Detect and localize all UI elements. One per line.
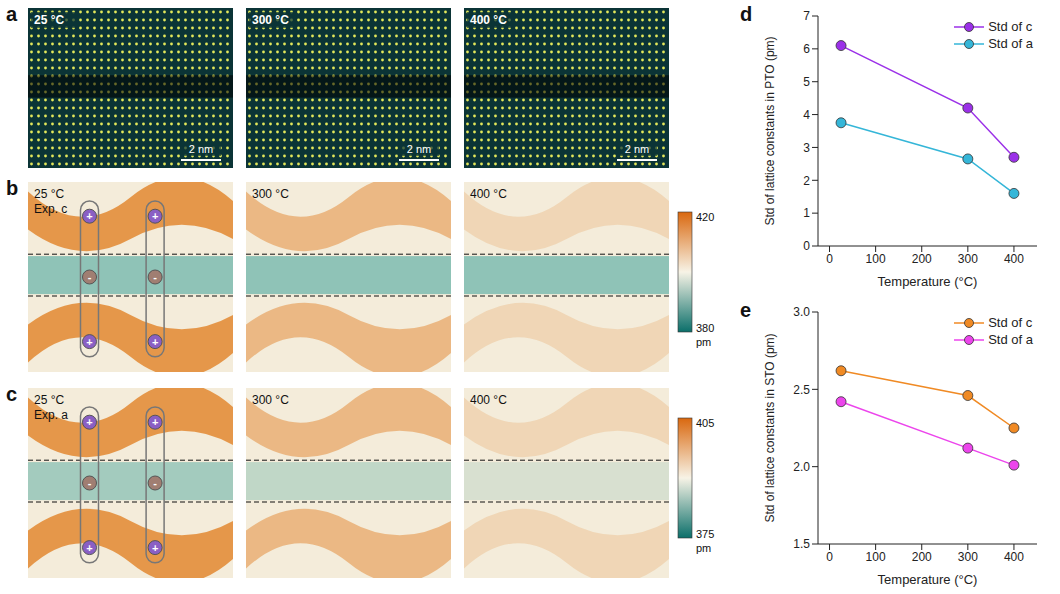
svg-text:25 °C: 25 °C bbox=[34, 393, 64, 407]
svg-text:-: - bbox=[153, 477, 157, 489]
svg-text:-: - bbox=[153, 271, 157, 283]
svg-text:+: + bbox=[152, 210, 158, 222]
html-text:e: e bbox=[740, 299, 752, 321]
svg-text:+: + bbox=[152, 542, 158, 554]
svg-text:-: - bbox=[88, 271, 92, 283]
svg-text:7: 7 bbox=[803, 9, 810, 23]
svg-text:4: 4 bbox=[803, 108, 810, 122]
svg-text:-: - bbox=[88, 477, 92, 489]
svg-text:Exp. a: Exp. a bbox=[34, 408, 68, 422]
svg-text:2: 2 bbox=[803, 174, 810, 188]
svg-text:3: 3 bbox=[803, 141, 810, 155]
svg-text:300 °C: 300 °C bbox=[252, 13, 289, 27]
svg-text:380: 380 bbox=[696, 322, 714, 334]
html-text:Std of a: Std of a bbox=[988, 332, 1033, 347]
svg-text:+: + bbox=[152, 416, 158, 428]
svg-text:2.0: 2.0 bbox=[793, 460, 810, 474]
svg-text:Exp. c: Exp. c bbox=[34, 202, 67, 216]
html-text:d: d bbox=[740, 3, 753, 25]
svg-text:pm: pm bbox=[696, 336, 711, 348]
html-text:b: b bbox=[6, 177, 19, 199]
svg-text:400 °C: 400 °C bbox=[470, 187, 507, 201]
svg-text:25 °C: 25 °C bbox=[34, 13, 64, 27]
svg-text:300 °C: 300 °C bbox=[252, 393, 289, 407]
svg-text:375: 375 bbox=[696, 528, 714, 540]
svg-text:1.5: 1.5 bbox=[793, 537, 810, 551]
svg-text:+: + bbox=[86, 416, 92, 428]
html-text:Std of a: Std of a bbox=[988, 36, 1033, 51]
svg-text:300 °C: 300 °C bbox=[252, 187, 289, 201]
svg-text:100: 100 bbox=[866, 550, 886, 564]
html-text:Std of c: Std of c bbox=[988, 19, 1033, 34]
svg-text:Std of lattice constants in ST: Std of lattice constants in STO (pm) bbox=[763, 333, 777, 522]
svg-text:3.0: 3.0 bbox=[793, 305, 810, 319]
svg-text:2 nm: 2 nm bbox=[625, 143, 649, 155]
html-text:a: a bbox=[6, 3, 18, 25]
svg-text:400: 400 bbox=[1004, 550, 1024, 564]
svg-text:0: 0 bbox=[803, 239, 810, 253]
svg-text:pm: pm bbox=[696, 542, 711, 554]
svg-text:5: 5 bbox=[803, 75, 810, 89]
svg-text:100: 100 bbox=[866, 252, 886, 266]
svg-text:420: 420 bbox=[696, 211, 714, 223]
svg-text:300: 300 bbox=[958, 252, 978, 266]
svg-text:0: 0 bbox=[826, 550, 833, 564]
svg-text:200: 200 bbox=[912, 550, 932, 564]
svg-text:405: 405 bbox=[696, 417, 714, 429]
svg-text:+: + bbox=[152, 336, 158, 348]
svg-text:1: 1 bbox=[803, 206, 810, 220]
svg-text:+: + bbox=[86, 542, 92, 554]
svg-text:Std of lattice constants in PT: Std of lattice constants in PTO (pm) bbox=[763, 36, 777, 225]
svg-text:+: + bbox=[86, 336, 92, 348]
svg-text:400: 400 bbox=[1004, 252, 1024, 266]
svg-text:+: + bbox=[86, 210, 92, 222]
svg-text:6: 6 bbox=[803, 42, 810, 56]
svg-text:2.5: 2.5 bbox=[793, 383, 810, 397]
svg-text:400 °C: 400 °C bbox=[470, 13, 507, 27]
svg-text:300: 300 bbox=[958, 550, 978, 564]
svg-text:400 °C: 400 °C bbox=[470, 393, 507, 407]
html-text:c: c bbox=[6, 383, 18, 405]
svg-text:Temperature (°C): Temperature (°C) bbox=[878, 572, 978, 587]
svg-text:2 nm: 2 nm bbox=[407, 143, 431, 155]
svg-text:0: 0 bbox=[826, 252, 833, 266]
svg-text:Temperature (°C): Temperature (°C) bbox=[878, 274, 978, 289]
svg-text:2 nm: 2 nm bbox=[189, 143, 213, 155]
svg-text:200: 200 bbox=[912, 252, 932, 266]
html-text:Std of c: Std of c bbox=[988, 315, 1033, 330]
svg-text:25 °C: 25 °C bbox=[34, 187, 64, 201]
